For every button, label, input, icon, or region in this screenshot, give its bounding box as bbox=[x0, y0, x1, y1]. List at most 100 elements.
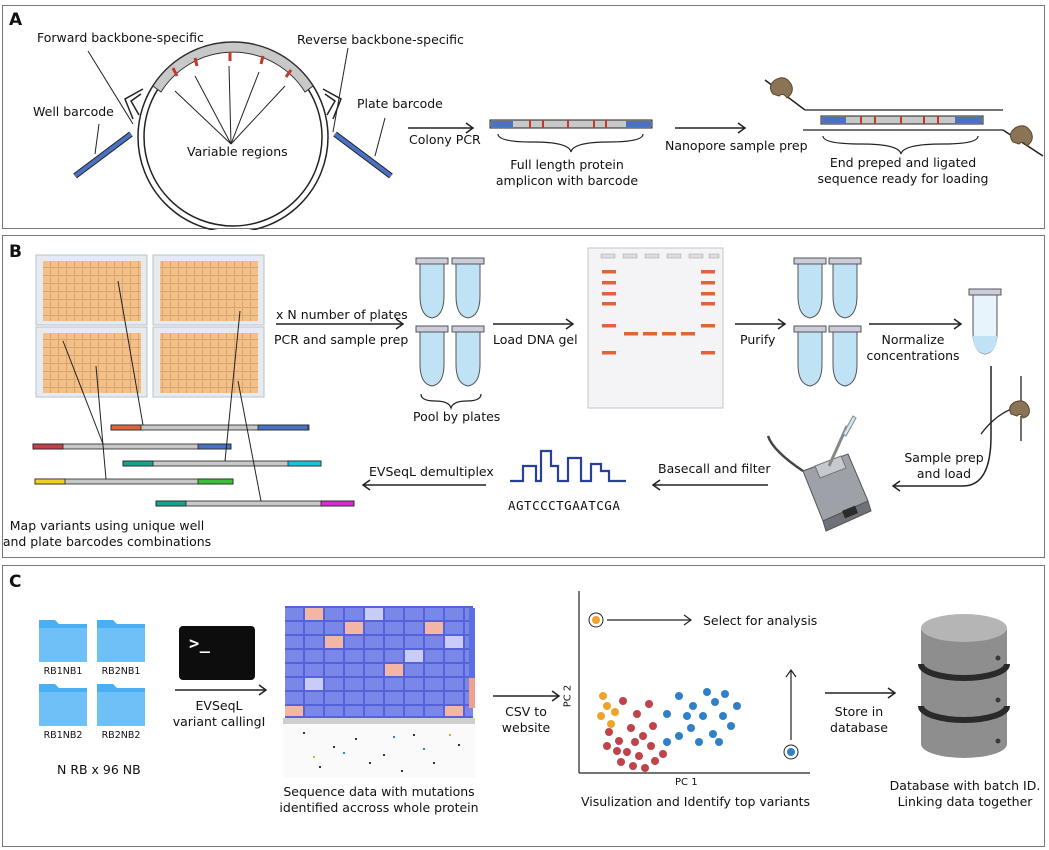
scatter-point bbox=[663, 738, 671, 746]
folder-count-label: N RB x 96 NB bbox=[57, 762, 141, 777]
end-prep-label-line1: End preped and ligated bbox=[829, 155, 977, 170]
scatter-point bbox=[721, 690, 729, 698]
scatter-point bbox=[683, 712, 691, 720]
visualize-label: Visulization and Identify top variants bbox=[581, 794, 811, 809]
end-prep-label-line2: sequence ready for loading bbox=[817, 171, 989, 186]
normalize-label-line1: Normalize bbox=[881, 332, 945, 347]
csv-label-line1: CSV to bbox=[505, 704, 547, 719]
scatter-point bbox=[675, 692, 683, 700]
amplicon-label-line1: Full length protein bbox=[510, 157, 624, 172]
csv-label-line2: website bbox=[501, 720, 551, 735]
dna-gel bbox=[587, 247, 724, 409]
csv-label: CSV to website bbox=[502, 704, 550, 736]
scatter-point bbox=[715, 738, 723, 746]
well-barcode-label: Well barcode bbox=[33, 104, 114, 119]
scatter-point bbox=[627, 724, 635, 732]
store-label: Store in database bbox=[830, 704, 888, 736]
map-variants-label-line2: and plate barcodes combinations bbox=[2, 534, 212, 549]
pc2-axis-label: PC 2 bbox=[562, 684, 574, 708]
variant-calling-label-line2: variant callingI bbox=[172, 714, 266, 729]
scatter-point bbox=[613, 747, 621, 755]
pca-plot bbox=[578, 591, 810, 774]
forward-backbone-label: Forward backbone-specific bbox=[37, 30, 204, 45]
terminal-prompt: >_ bbox=[189, 634, 211, 654]
nanopore-prep-label: Nanopore sample prep bbox=[665, 138, 808, 153]
heatmap-caption-line1: Sequence data with mutations bbox=[283, 784, 475, 799]
scatter-point bbox=[699, 712, 707, 720]
scatter-point bbox=[623, 748, 631, 756]
scatter-point bbox=[649, 722, 657, 730]
amplicon-label: Full length protein amplicon with barcod… bbox=[496, 157, 638, 189]
scatter-point bbox=[733, 702, 741, 710]
variable-regions-label: Variable regions bbox=[187, 144, 288, 159]
scatter-point bbox=[615, 737, 623, 745]
folder-label: RB1NB1 bbox=[43, 666, 83, 677]
amplicon-label-line2: amplicon with barcode bbox=[495, 173, 639, 188]
scatter-point bbox=[603, 702, 611, 710]
heatmap-caption-line2: identified accross whole protein bbox=[279, 800, 479, 815]
panel-c: C bbox=[2, 565, 1045, 847]
normalize-label-line2: concentrations bbox=[866, 348, 960, 363]
workflow-diagram-b bbox=[32, 247, 1030, 532]
sample-prep-label-line2: and load bbox=[916, 466, 972, 481]
basecall-label: Basecall and filter bbox=[658, 461, 771, 476]
sequence-readout: AGTCCCTGAATCGA bbox=[508, 498, 621, 513]
folder-label: RB2NB2 bbox=[101, 730, 141, 741]
scatter-point bbox=[603, 742, 611, 750]
database-icon bbox=[918, 614, 1010, 758]
normalize-label: Normalize concentrations bbox=[866, 332, 959, 364]
scatter-point bbox=[689, 702, 697, 710]
tube-normalized bbox=[968, 288, 1002, 355]
folder-icon bbox=[39, 620, 87, 662]
scatter-point bbox=[711, 698, 719, 706]
pool-label: Pool by plates bbox=[413, 409, 501, 424]
folder-icon bbox=[97, 620, 145, 662]
well-plates bbox=[35, 254, 265, 398]
scatter-point bbox=[695, 738, 703, 746]
variant-calling-label-line1: EVSeqL bbox=[195, 698, 243, 713]
workflow-diagram-c bbox=[39, 591, 1010, 778]
x-n-plates-label: x N number of plates bbox=[276, 307, 408, 322]
store-label-line2: database bbox=[830, 720, 888, 735]
scatter-point bbox=[687, 724, 695, 732]
scatter-point bbox=[645, 700, 653, 708]
panel-label-b: B bbox=[9, 242, 22, 262]
terminal-icon bbox=[179, 626, 255, 680]
colony-pcr-label: Colony PCR bbox=[409, 132, 481, 147]
plate-barcode-label: Plate barcode bbox=[357, 96, 443, 111]
scatter-point bbox=[727, 722, 735, 730]
signal-squiggle bbox=[510, 449, 626, 483]
purify-label: Purify bbox=[740, 332, 776, 347]
scatter-point bbox=[641, 764, 649, 772]
motor-protein-icon bbox=[769, 77, 793, 99]
mutation-heatmap bbox=[283, 606, 475, 778]
barcoded-reads bbox=[32, 424, 355, 507]
nanopore-device-icon bbox=[766, 415, 872, 532]
pcr-prep-label: PCR and sample prep bbox=[274, 332, 409, 347]
folder-icon bbox=[39, 684, 87, 726]
variant-calling-label: EVSeqL variant callingI bbox=[173, 698, 266, 730]
panel-label-a: A bbox=[9, 10, 23, 30]
plasmid-diagram bbox=[73, 41, 1044, 230]
scatter-point bbox=[639, 732, 647, 740]
scatter-point bbox=[629, 762, 637, 770]
scatter-point bbox=[611, 708, 619, 716]
panel-a: A bbox=[2, 5, 1045, 230]
load-gel-label: Load DNA gel bbox=[493, 332, 578, 347]
scatter-point bbox=[633, 710, 641, 718]
tubes-purified bbox=[793, 257, 862, 387]
select-analysis-label: Select for analysis bbox=[703, 613, 818, 628]
scatter-point bbox=[599, 692, 607, 700]
demux-label: EVSeqL demultiplex bbox=[369, 464, 494, 479]
folder-label: RB1NB2 bbox=[43, 730, 83, 741]
motor-protein-icon bbox=[1009, 125, 1033, 147]
panel-b: B bbox=[2, 235, 1045, 558]
scatter-point bbox=[659, 750, 667, 758]
folder-icon bbox=[97, 684, 145, 726]
end-prep-label: End preped and ligated sequence ready fo… bbox=[818, 155, 989, 187]
scatter-point bbox=[651, 757, 659, 765]
map-variants-label-line1: Map variants using unique well bbox=[9, 518, 205, 533]
folder-label: RB2NB1 bbox=[101, 666, 141, 677]
reverse-backbone-label: Reverse backbone-specific bbox=[297, 32, 464, 47]
mapping-lines bbox=[62, 280, 262, 502]
